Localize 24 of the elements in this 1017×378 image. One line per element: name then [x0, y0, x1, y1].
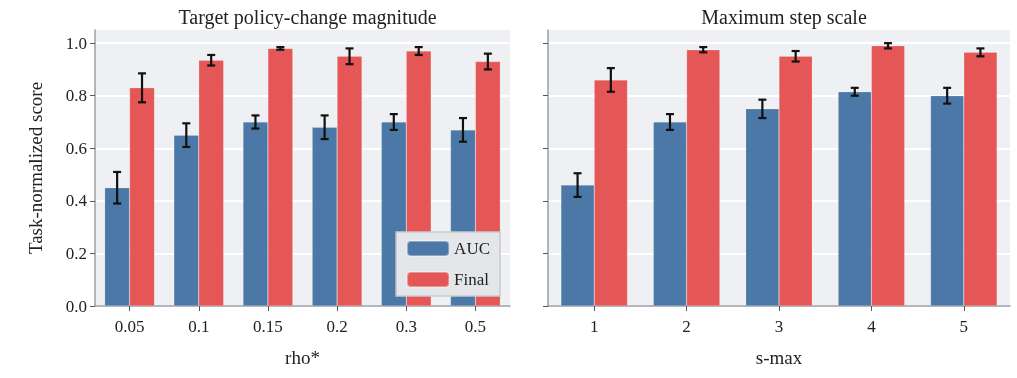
y-tick-label: 0.0 — [65, 296, 87, 316]
x-tick-label: 0.2 — [326, 317, 348, 336]
y-tick-label: 0.2 — [65, 243, 87, 263]
y-axis-title: Task-normalized score — [25, 81, 46, 255]
y-tick-label: 1.0 — [65, 33, 87, 53]
x-axis-title: rho* — [285, 347, 320, 368]
y-tick-label: 0.4 — [65, 191, 88, 211]
legend-label: AUC — [454, 239, 491, 258]
legend-label: Final — [454, 270, 490, 289]
x-tick-label: 1 — [589, 317, 599, 336]
x-tick-label: 2 — [682, 317, 691, 336]
y-tick-label: 0.8 — [65, 86, 87, 106]
chart-title: Target policy-change magnitude — [178, 6, 437, 29]
x-tick-label: 0.5 — [464, 317, 487, 336]
x-tick-label: 0.15 — [253, 317, 283, 336]
x-axis-title: s-max — [755, 347, 803, 368]
x-tick-label: 0.05 — [114, 317, 145, 336]
x-tick-label: 0.1 — [188, 317, 210, 336]
chart-title: Maximum step scale — [701, 6, 867, 29]
x-tick-label: 0.3 — [395, 317, 417, 336]
x-tick-label: 5 — [959, 317, 969, 336]
x-tick-label: 3 — [774, 317, 784, 336]
x-tick-label: 4 — [867, 317, 877, 336]
y-tick-label: 0.6 — [65, 138, 87, 158]
